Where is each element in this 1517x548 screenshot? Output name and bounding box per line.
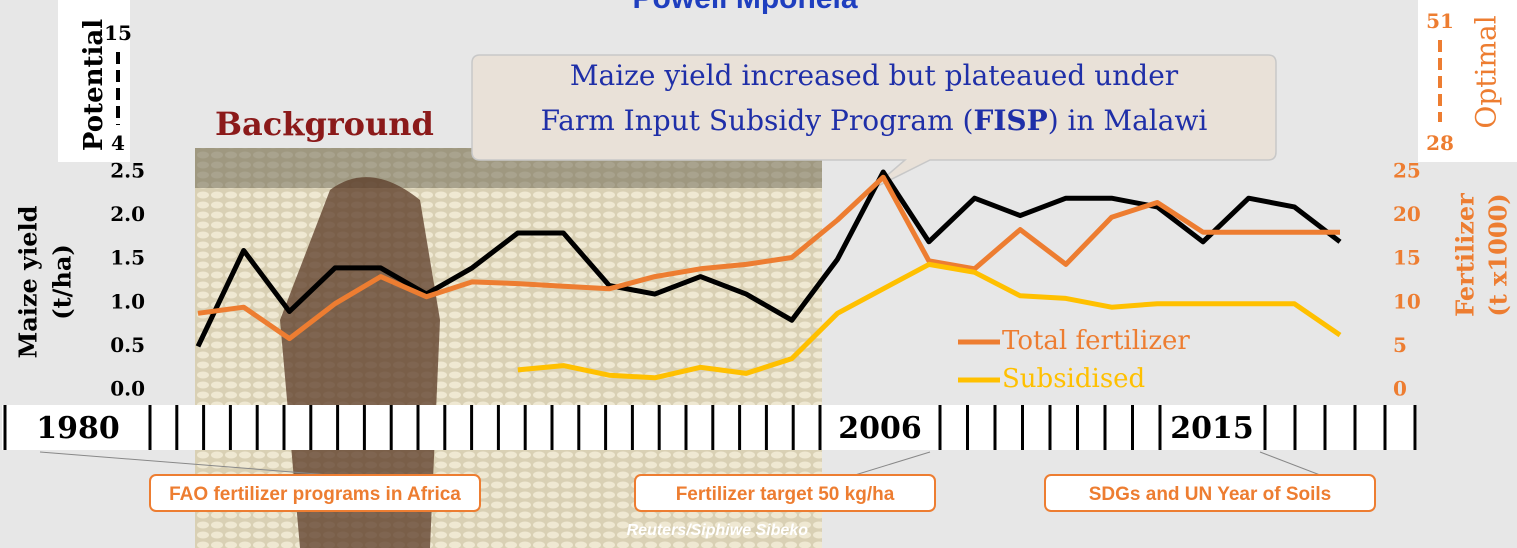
timeline-label: 2015 bbox=[1170, 411, 1254, 446]
callout-text: ) in Malawi bbox=[1048, 104, 1208, 137]
callout-text: Farm Input Subsidy Program ( bbox=[541, 104, 974, 137]
callout-bold: FISP bbox=[973, 104, 1047, 137]
y-tick-label: 0.5 bbox=[110, 333, 145, 357]
y-axis-label: Maize yield bbox=[14, 205, 43, 358]
event-label: SDGs and UN Year of Soils bbox=[1089, 484, 1332, 505]
y2-tick-label: 10 bbox=[1393, 289, 1421, 313]
page: Reuters/Siphiwe Sibeko Powell Mponela Ba… bbox=[0, 0, 1517, 548]
y2-tick-label: 15 bbox=[1393, 246, 1421, 270]
optimal-label: Optimal bbox=[1470, 15, 1503, 128]
y2-tick-label: 20 bbox=[1393, 202, 1421, 226]
slide: Reuters/Siphiwe Sibeko Powell Mponela Ba… bbox=[0, 0, 1517, 548]
legend-label: Subsidised bbox=[1002, 364, 1145, 394]
optimal-high: 51 bbox=[1426, 9, 1454, 33]
callout-line: Maize yield increased but plateaued unde… bbox=[570, 59, 1179, 92]
y2-tick-label: 5 bbox=[1393, 333, 1407, 357]
y2-tick-label: 25 bbox=[1393, 159, 1421, 183]
y2-axis-label: (t x1000) bbox=[1484, 193, 1513, 316]
y-tick-label: 1.0 bbox=[110, 289, 145, 313]
y-axis-label: (t/ha) bbox=[48, 244, 77, 320]
photo-credit: Reuters/Siphiwe Sibeko bbox=[627, 522, 809, 539]
heading: Background bbox=[215, 105, 434, 143]
legend-label: Total fertilizer bbox=[1002, 326, 1190, 356]
timeline-label: 1980 bbox=[36, 411, 120, 446]
potential-low: 4 bbox=[111, 131, 125, 155]
callout-line: Farm Input Subsidy Program (FISP) in Mal… bbox=[541, 104, 1208, 137]
event-label: Fertilizer target 50 kg/ha bbox=[676, 484, 895, 505]
y2-axis-label: Fertilizer bbox=[1451, 193, 1480, 317]
y-tick-label: 1.5 bbox=[110, 246, 145, 270]
y-tick-label: 2.0 bbox=[110, 202, 145, 226]
y2-tick-label: 0 bbox=[1393, 377, 1407, 401]
y-tick-label: 0.0 bbox=[110, 377, 145, 401]
optimal-low: 28 bbox=[1426, 131, 1454, 155]
slide-title: Powell Mponela bbox=[632, 0, 857, 15]
event-label: FAO fertilizer programs in Africa bbox=[169, 484, 461, 505]
y-tick-label: 2.5 bbox=[110, 159, 145, 183]
potential-high: 15 bbox=[104, 21, 132, 45]
timeline-label: 2006 bbox=[838, 411, 922, 446]
